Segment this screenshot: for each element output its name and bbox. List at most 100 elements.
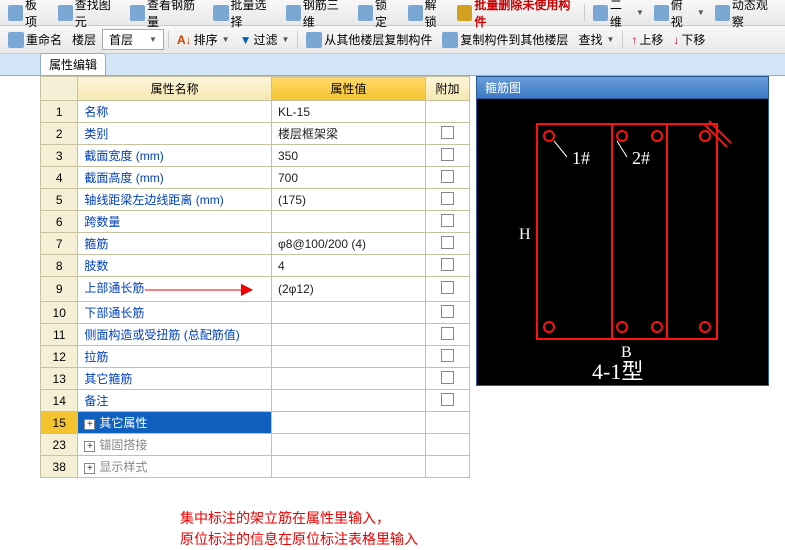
diagram-label-2: 2#: [632, 148, 650, 168]
prop-name-cell[interactable]: 备注: [78, 390, 272, 412]
addon-cell[interactable]: [425, 189, 469, 211]
prop-value-cell[interactable]: [271, 346, 425, 368]
prop-name-cell[interactable]: 跨数量: [78, 211, 272, 233]
row-num: 23: [41, 434, 78, 456]
property-table: 属性名称 属性值 附加 1名称KL-152类别楼层框架梁3截面宽度 (mm)35…: [40, 76, 470, 478]
row-num: 9: [41, 277, 78, 302]
checkbox[interactable]: [441, 393, 454, 406]
checkbox[interactable]: [441, 170, 454, 183]
prop-name-cell[interactable]: 截面高度 (mm): [78, 167, 272, 189]
tb-copy-from[interactable]: 从其他楼层复制构件: [302, 29, 436, 50]
prop-value-cell[interactable]: KL-15: [271, 101, 425, 123]
prop-name-cell[interactable]: 箍筋: [78, 233, 272, 255]
prop-value-cell[interactable]: 楼层框架梁: [271, 123, 425, 145]
tb-batch-select[interactable]: 批量选择: [209, 0, 279, 32]
prop-value-cell[interactable]: (2φ12): [271, 277, 425, 302]
prop-value-cell[interactable]: φ8@100/200 (4): [271, 233, 425, 255]
prop-name-cell[interactable]: 侧面构造或受扭筋 (总配筋值): [78, 324, 272, 346]
prop-name-cell[interactable]: 轴线距梁左边线距离 (mm): [78, 189, 272, 211]
prop-name-cell[interactable]: +显示样式: [78, 456, 272, 478]
tb-find-element[interactable]: 查找图元: [54, 0, 124, 32]
prop-name-cell[interactable]: 其它箍筋: [78, 368, 272, 390]
prop-name-cell[interactable]: 类别: [78, 123, 272, 145]
row-num: 3: [41, 145, 78, 167]
prop-value-cell[interactable]: 4: [271, 255, 425, 277]
tb-find[interactable]: 查找▼: [574, 29, 618, 50]
addon-cell[interactable]: [425, 302, 469, 324]
prop-name-cell[interactable]: 下部通长筋: [78, 302, 272, 324]
prop-value-cell[interactable]: [271, 412, 425, 434]
prop-name-cell[interactable]: 上部通长筋 ————————▶: [78, 277, 272, 302]
tb-sort[interactable]: A↓排序▼: [173, 29, 234, 50]
checkbox[interactable]: [441, 258, 454, 271]
checkbox[interactable]: [441, 192, 454, 205]
tb-lock[interactable]: 锁定: [354, 0, 402, 32]
prop-name-cell[interactable]: +其它属性: [78, 412, 272, 434]
tb-filter[interactable]: ▼过滤▼: [236, 29, 294, 50]
tb-unlock[interactable]: 解锁: [404, 0, 452, 32]
addon-cell[interactable]: [425, 101, 469, 123]
addon-cell[interactable]: [425, 145, 469, 167]
tb-rebar-qty[interactable]: 查看钢筋量: [126, 0, 208, 32]
checkbox[interactable]: [441, 148, 454, 161]
prop-name-cell[interactable]: 拉筋: [78, 346, 272, 368]
prop-value-cell[interactable]: [271, 211, 425, 233]
tab-property-edit[interactable]: 属性编辑: [40, 53, 106, 75]
prop-value-cell[interactable]: 700: [271, 167, 425, 189]
diagram-label-type: 4-1型: [592, 359, 643, 384]
prop-value-cell[interactable]: [271, 302, 425, 324]
prop-name-cell[interactable]: 肢数: [78, 255, 272, 277]
addon-cell[interactable]: [425, 434, 469, 456]
checkbox[interactable]: [441, 126, 454, 139]
prop-value-cell[interactable]: (175): [271, 189, 425, 211]
tb-rename[interactable]: 重命名: [4, 29, 66, 50]
prop-value-cell[interactable]: [271, 368, 425, 390]
row-num: 7: [41, 233, 78, 255]
tb-move-up[interactable]: ↑上移: [627, 29, 667, 50]
addon-cell[interactable]: [425, 368, 469, 390]
tb-top-view[interactable]: 俯视▼: [650, 0, 709, 32]
prop-value-cell[interactable]: [271, 324, 425, 346]
tb-rebar-3d[interactable]: 钢筋三维: [282, 0, 352, 32]
prop-name-cell[interactable]: 截面宽度 (mm): [78, 145, 272, 167]
prop-value-cell[interactable]: [271, 390, 425, 412]
addon-cell[interactable]: [425, 277, 469, 302]
row-num: 10: [41, 302, 78, 324]
prop-name-cell[interactable]: 名称: [78, 101, 272, 123]
checkbox[interactable]: [441, 371, 454, 384]
addon-cell[interactable]: [425, 123, 469, 145]
addon-cell[interactable]: [425, 412, 469, 434]
row-num: 13: [41, 368, 78, 390]
prop-value-cell[interactable]: [271, 434, 425, 456]
tb-batch-delete[interactable]: 批量删除未使用构件: [453, 0, 580, 32]
prop-value-cell[interactable]: 350: [271, 145, 425, 167]
row-num: 6: [41, 211, 78, 233]
tb-copy-to[interactable]: 复制构件到其他楼层: [438, 29, 572, 50]
checkbox[interactable]: [441, 327, 454, 340]
tb-move-down[interactable]: ↓下移: [669, 29, 709, 50]
row-num: 14: [41, 390, 78, 412]
addon-cell[interactable]: [425, 346, 469, 368]
checkbox[interactable]: [441, 305, 454, 318]
addon-cell[interactable]: [425, 233, 469, 255]
prop-value-cell[interactable]: [271, 456, 425, 478]
addon-cell[interactable]: [425, 390, 469, 412]
addon-cell[interactable]: [425, 167, 469, 189]
checkbox[interactable]: [441, 236, 454, 249]
checkbox[interactable]: [441, 349, 454, 362]
addon-cell[interactable]: [425, 324, 469, 346]
tb-ban-xiang[interactable]: 板项: [4, 0, 52, 32]
tb-orbit[interactable]: 动态观察: [711, 0, 781, 32]
prop-name-cell[interactable]: +锚固搭接: [78, 434, 272, 456]
checkbox[interactable]: [441, 281, 454, 294]
tb-2d-view[interactable]: 二维▼: [589, 0, 648, 32]
th-addon: 附加: [425, 77, 469, 101]
addon-cell[interactable]: [425, 255, 469, 277]
addon-cell[interactable]: [425, 211, 469, 233]
addon-cell[interactable]: [425, 456, 469, 478]
floor-select[interactable]: 首层▼: [102, 29, 164, 50]
row-num: 38: [41, 456, 78, 478]
row-num: 5: [41, 189, 78, 211]
checkbox[interactable]: [441, 214, 454, 227]
diagram-label-h: H: [519, 226, 531, 243]
